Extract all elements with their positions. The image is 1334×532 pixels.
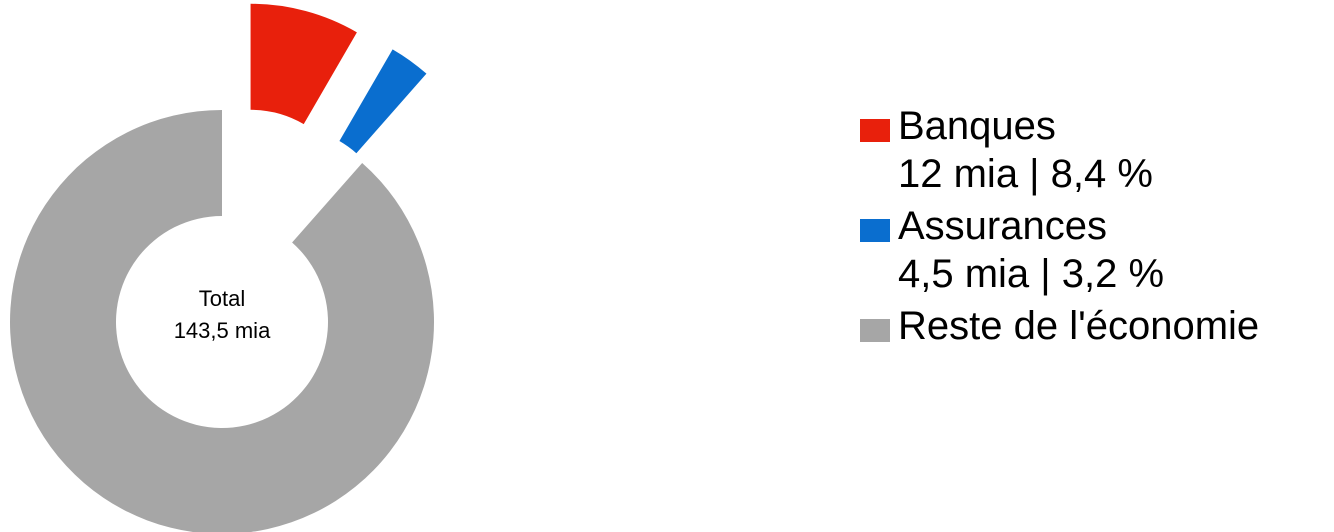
donut-slice-reste <box>10 110 434 532</box>
donut-slice-assurances <box>339 49 427 154</box>
donut-chart: Total 143,5 mia <box>10 3 434 532</box>
legend-item-banques: Banques 12 mia | 8,4 % <box>860 102 1259 198</box>
legend-item-reste: Reste de l'économie <box>860 302 1259 350</box>
legend-label-reste: Reste de l'économie <box>898 304 1260 348</box>
legend-swatch-reste <box>860 319 890 342</box>
legend-label-banques: Banques <box>898 104 1056 148</box>
legend-detail-banques: 12 mia | 8,4 % <box>898 152 1153 196</box>
center-label-line-2: 143,5 mia <box>174 318 271 343</box>
legend-label-assurances: Assurances <box>898 204 1107 248</box>
donut-slice-banques <box>250 3 357 125</box>
legend-item-assurances: Assurances 4,5 mia | 3,2 % <box>860 202 1259 298</box>
center-label-line-1: Total <box>199 286 245 311</box>
legend-swatch-banques <box>860 119 890 142</box>
chart-legend: Banques 12 mia | 8,4 % Assurances 4,5 mi… <box>860 102 1259 354</box>
legend-detail-assurances: 4,5 mia | 3,2 % <box>898 252 1165 296</box>
legend-swatch-assurances <box>860 219 890 242</box>
slices-layer <box>10 3 434 532</box>
